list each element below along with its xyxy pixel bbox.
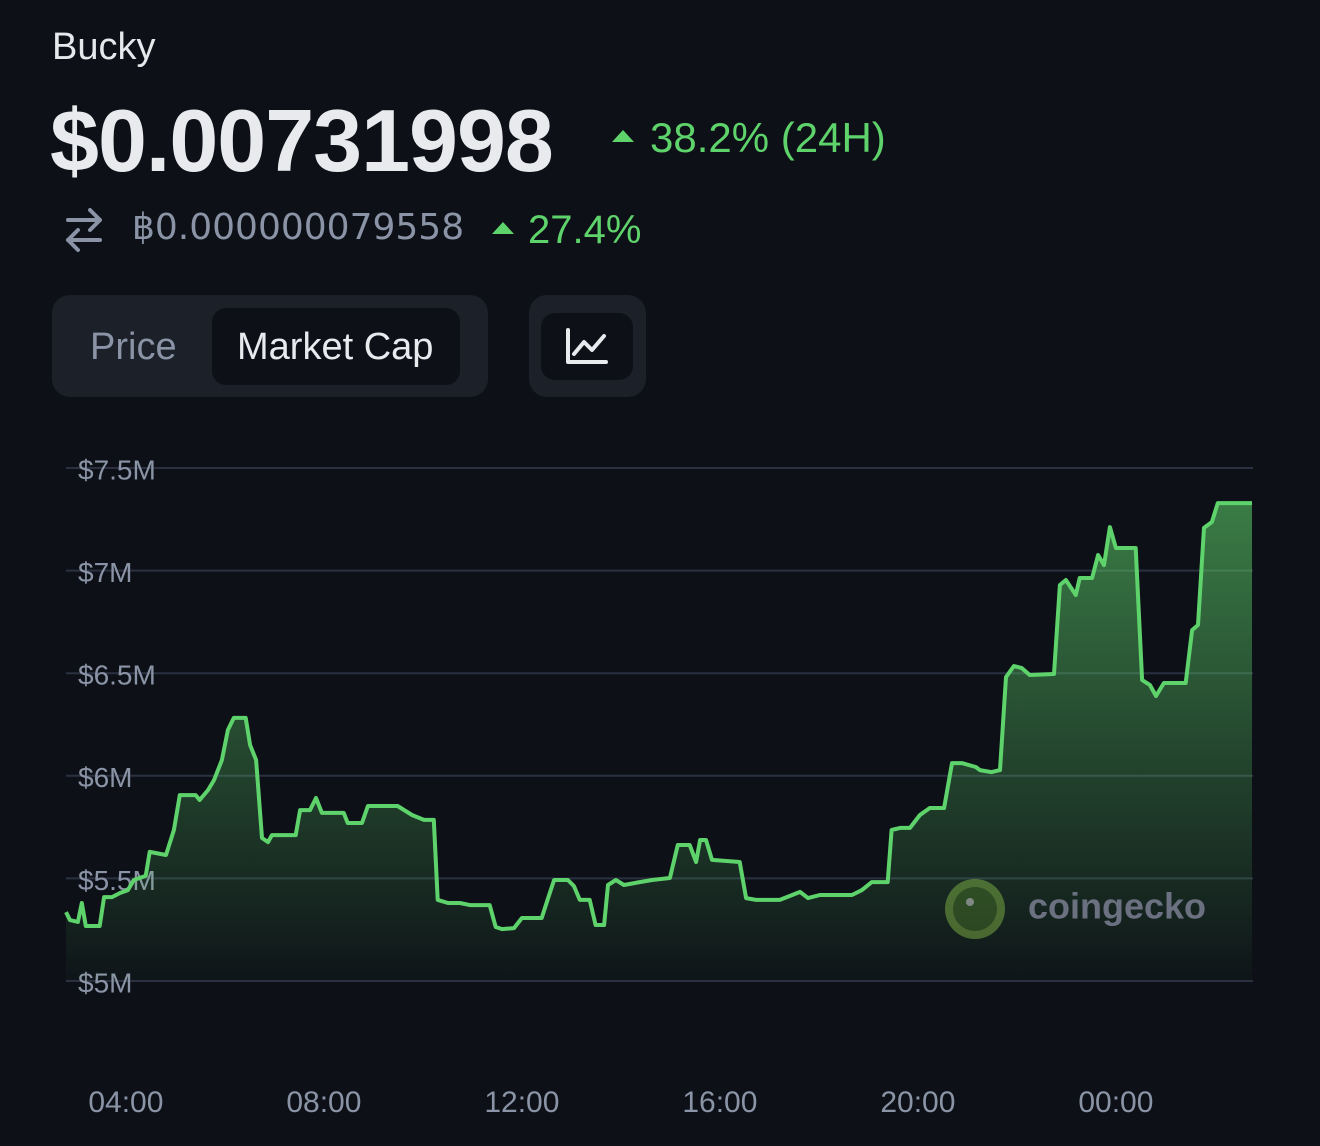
x-tick-label: 00:00 [1078,1086,1153,1119]
coin-name: Bucky [52,26,156,68]
x-tick-label: 12:00 [484,1086,559,1119]
y-tick-label: $7.5M [78,454,156,485]
plot [64,501,1252,981]
line-chart-icon [566,328,608,364]
line [64,501,1252,932]
area [66,503,1252,981]
x-tick-label: 16:00 [682,1086,757,1119]
btc-price: ฿0.000000079558 [132,207,465,248]
y-tick-label: $6.5M [78,660,156,691]
price: $0.00731998 [50,91,554,190]
y-tick-label: $7M [78,557,132,588]
up-arrow [492,222,514,234]
x-tick-label: 04:00 [88,1086,163,1119]
x-tick-label: 20:00 [880,1086,955,1119]
tab-price[interactable]: Price [90,326,177,368]
watermark-logo [945,879,1005,939]
tab-selected-bg [212,308,461,385]
watermark: coingecko [1028,886,1206,927]
y-tick-label: $6M [78,762,132,793]
swap-icon [66,208,102,252]
btc-change: 27.4% [528,208,642,252]
x-tick-label: 08:00 [286,1086,361,1119]
up-arrow [612,130,634,142]
change-24h: 38.2% (24H) [650,114,886,161]
tab-market-cap[interactable]: Market Cap [237,326,434,368]
